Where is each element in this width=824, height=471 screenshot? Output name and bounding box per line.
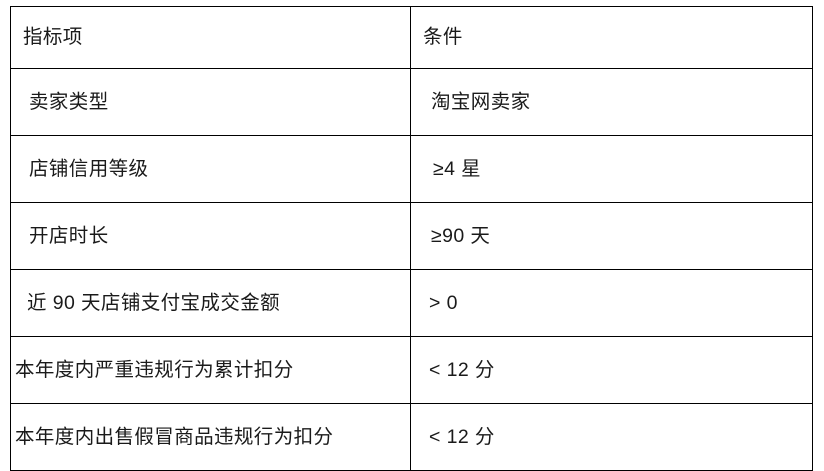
condition-value: ≥4 星 (433, 157, 482, 180)
table-row: 本年度内出售假冒商品违规行为扣分 < 12 分 (10, 403, 813, 471)
condition-value: < 12 分 (429, 358, 495, 381)
seller-criteria-table: 指标项 条件 卖家类型 淘宝网卖家 店铺信用等级 ≥4 星 (10, 6, 813, 471)
metric-label: 店铺信用等级 (29, 157, 149, 180)
header-cell-metric: 指标项 (10, 6, 411, 69)
criteria-table-container: 指标项 条件 卖家类型 淘宝网卖家 店铺信用等级 ≥4 星 (10, 6, 813, 471)
cell-metric: 卖家类型 (10, 68, 411, 136)
cell-condition: > 0 (410, 269, 813, 337)
header-cell-condition: 条件 (410, 6, 813, 69)
metric-label: 卖家类型 (29, 90, 109, 113)
cell-metric: 本年度内严重违规行为累计扣分 (10, 336, 411, 404)
table-row: 本年度内严重违规行为累计扣分 < 12 分 (10, 336, 813, 404)
table-row: 开店时长 ≥90 天 (10, 202, 813, 270)
header-label-condition: 条件 (423, 26, 463, 49)
table-row: 近 90 天店铺支付宝成交金额 > 0 (10, 269, 813, 337)
cell-metric: 店铺信用等级 (10, 135, 411, 203)
table-header-row: 指标项 条件 (10, 6, 813, 69)
table-row: 卖家类型 淘宝网卖家 (10, 68, 813, 136)
cell-metric: 开店时长 (10, 202, 411, 270)
cell-condition: ≥4 星 (410, 135, 813, 203)
condition-value: 淘宝网卖家 (431, 90, 531, 113)
condition-value: > 0 (429, 291, 458, 314)
header-label-metric: 指标项 (23, 26, 83, 49)
cell-condition: < 12 分 (410, 336, 813, 404)
cell-metric: 近 90 天店铺支付宝成交金额 (10, 269, 411, 337)
condition-value: ≥90 天 (431, 224, 491, 247)
metric-label: 开店时长 (29, 224, 109, 247)
cell-condition: < 12 分 (410, 403, 813, 471)
condition-value: < 12 分 (429, 425, 495, 448)
cell-metric: 本年度内出售假冒商品违规行为扣分 (10, 403, 411, 471)
cell-condition: 淘宝网卖家 (410, 68, 813, 136)
cell-condition: ≥90 天 (410, 202, 813, 270)
table-row: 店铺信用等级 ≥4 星 (10, 135, 813, 203)
metric-label: 近 90 天店铺支付宝成交金额 (27, 291, 281, 314)
metric-label: 本年度内出售假冒商品违规行为扣分 (15, 425, 334, 448)
metric-label: 本年度内严重违规行为累计扣分 (15, 358, 294, 381)
